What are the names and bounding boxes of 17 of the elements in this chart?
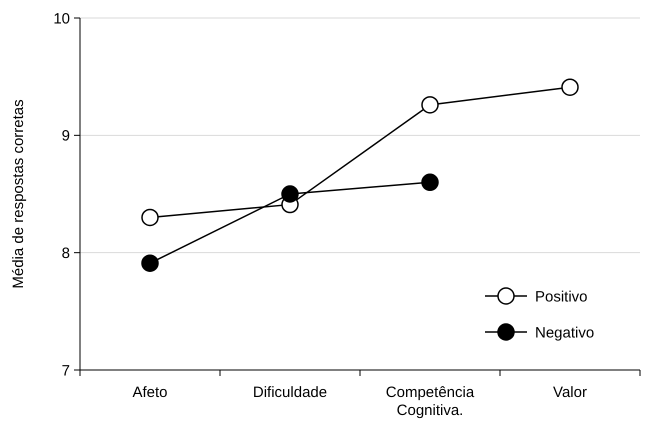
- point: [421, 174, 439, 192]
- x-tick-label: Competência Cognitiva.: [386, 384, 475, 419]
- legend-label: Positivo: [535, 288, 588, 306]
- y-axis-title: Média de respostas corretas: [10, 99, 27, 289]
- y-tick-label: 10: [53, 10, 70, 28]
- y-tick-label: 7: [62, 362, 70, 380]
- legend-label: Negativo: [535, 324, 594, 342]
- x-tick-label: Dificuldade: [252, 384, 328, 401]
- y-tick-label: 9: [62, 128, 70, 145]
- x-tick-label: Afeto: [132, 384, 168, 401]
- y-tick-label: 8: [62, 244, 70, 262]
- point: [141, 208, 159, 226]
- point: [421, 96, 439, 114]
- point: [141, 254, 159, 272]
- point: [561, 78, 579, 96]
- x-tick-label: Valor: [553, 384, 587, 401]
- point: [281, 185, 299, 203]
